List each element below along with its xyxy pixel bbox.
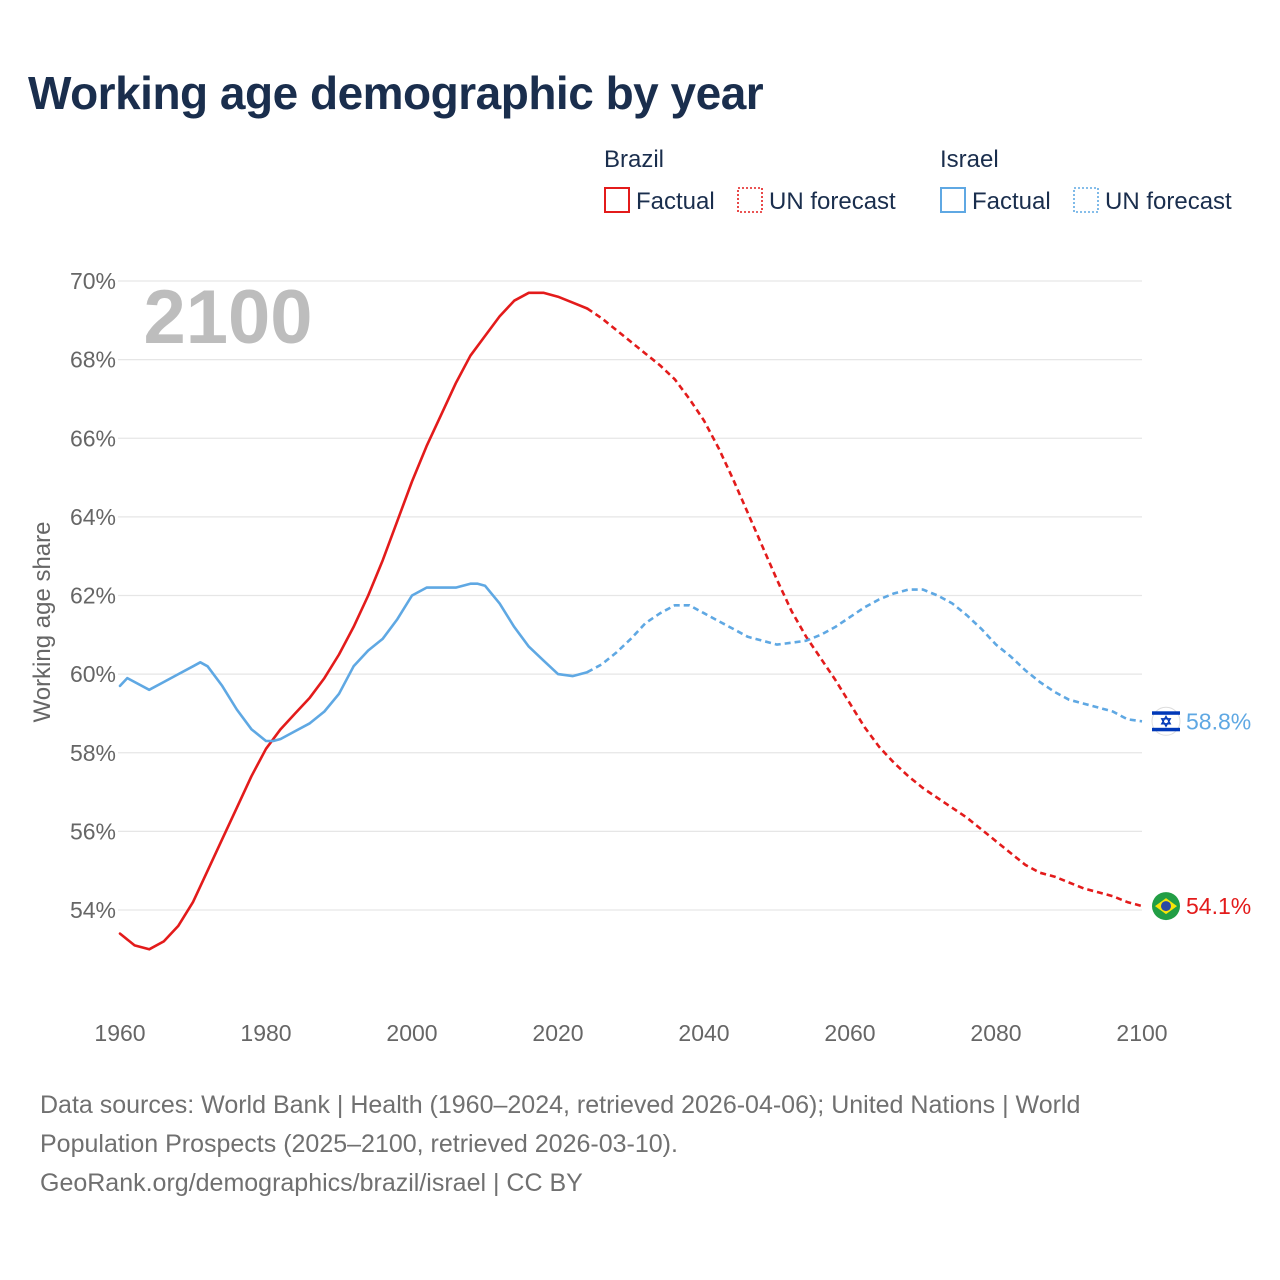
- x-axis-ticks: 1960 1980 2000 2020 2040 2060 2080 2100: [94, 1020, 1167, 1046]
- y-axis-ticks: 54% 56% 58% 60% 62% 64% 66% 68% 70%: [70, 268, 116, 923]
- y-tick-label: 56%: [70, 818, 116, 844]
- x-tick-label: 2080: [970, 1020, 1021, 1046]
- brazil-factual-line: [118, 291, 589, 951]
- gridlines: [118, 280, 1142, 911]
- x-tick-label: 2000: [386, 1020, 437, 1046]
- israel-forecast-line: [586, 588, 1143, 723]
- legend-label-brazil-forecast[interactable]: UN forecast: [769, 188, 896, 215]
- series-lines: [118, 291, 1143, 951]
- y-tick-label: 70%: [70, 268, 116, 294]
- footer-credit-link[interactable]: GeoRank.org/demographics/brazil/israel |…: [40, 1169, 583, 1197]
- footer-sources-line-2: Population Prospects (2025–2100, retriev…: [40, 1130, 678, 1158]
- y-tick-label: 62%: [70, 583, 116, 609]
- brazil-forecast-line: [586, 307, 1143, 908]
- x-tick-label: 2100: [1116, 1020, 1167, 1046]
- y-tick-label: 68%: [70, 347, 116, 373]
- y-tick-label: 58%: [70, 740, 116, 766]
- x-tick-label: 2020: [532, 1020, 583, 1046]
- legend-swatch-israel-factual[interactable]: [940, 187, 966, 213]
- y-tick-label: 60%: [70, 661, 116, 687]
- legend-swatch-brazil-forecast[interactable]: [737, 187, 763, 213]
- legend-label-israel-factual[interactable]: Factual: [972, 188, 1051, 215]
- y-tick-label: 64%: [70, 504, 116, 530]
- brazil-end-value: 54.1%: [1186, 893, 1251, 919]
- legend-swatch-israel-forecast[interactable]: [1073, 187, 1099, 213]
- footer: Data sources: World Bank | Health (1960–…: [40, 1086, 1220, 1203]
- legend-swatch-brazil-factual[interactable]: [604, 187, 630, 213]
- legend-label-brazil-factual[interactable]: Factual: [636, 188, 715, 215]
- x-tick-label: 2040: [678, 1020, 729, 1046]
- footer-sources-line-1: Data sources: World Bank | Health (1960–…: [40, 1091, 1081, 1119]
- chart-title: Working age demographic by year: [28, 67, 764, 119]
- legend-group-brazil: Brazil: [604, 146, 664, 173]
- legend-label-israel-forecast[interactable]: UN forecast: [1105, 188, 1232, 215]
- x-tick-label: 2060: [824, 1020, 875, 1046]
- end-labels: 54.1% 58.8%: [1151, 706, 1251, 921]
- brazil-flag-icon: [1152, 892, 1180, 921]
- legend-group-israel: Israel: [940, 146, 999, 173]
- x-tick-label: 1980: [240, 1020, 291, 1046]
- y-axis-label: Working age share: [29, 522, 56, 723]
- israel-factual-line: [118, 582, 589, 743]
- x-tick-label: 1960: [94, 1020, 145, 1046]
- israel-flag-icon: [1151, 706, 1181, 736]
- y-tick-label: 54%: [70, 897, 116, 923]
- legend: Brazil Factual UN forecast Israel Factual UN …: [604, 146, 1232, 215]
- y-tick-label: 66%: [70, 425, 116, 451]
- israel-end-value: 58.8%: [1186, 708, 1251, 734]
- year-overlay: 2100: [143, 275, 312, 360]
